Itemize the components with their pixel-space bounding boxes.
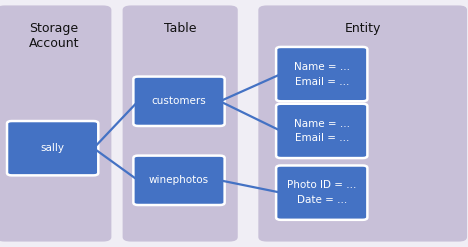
FancyBboxPatch shape <box>0 5 111 242</box>
FancyBboxPatch shape <box>258 5 467 242</box>
FancyBboxPatch shape <box>276 165 367 220</box>
FancyBboxPatch shape <box>123 5 238 242</box>
FancyBboxPatch shape <box>133 156 225 205</box>
FancyBboxPatch shape <box>276 47 367 101</box>
Text: sally: sally <box>41 143 65 153</box>
FancyBboxPatch shape <box>133 77 225 126</box>
Text: Photo ID = ...
Date = ...: Photo ID = ... Date = ... <box>287 180 357 205</box>
Text: Storage
Account: Storage Account <box>29 22 79 50</box>
Text: Name = ...
Email = ...: Name = ... Email = ... <box>294 119 350 143</box>
Text: Entity: Entity <box>344 22 381 35</box>
Text: customers: customers <box>152 96 206 106</box>
Text: Table: Table <box>164 22 197 35</box>
Text: Name = ...
Email = ...: Name = ... Email = ... <box>294 62 350 86</box>
FancyBboxPatch shape <box>276 104 367 158</box>
FancyBboxPatch shape <box>7 121 98 175</box>
Text: winephotos: winephotos <box>149 175 209 185</box>
